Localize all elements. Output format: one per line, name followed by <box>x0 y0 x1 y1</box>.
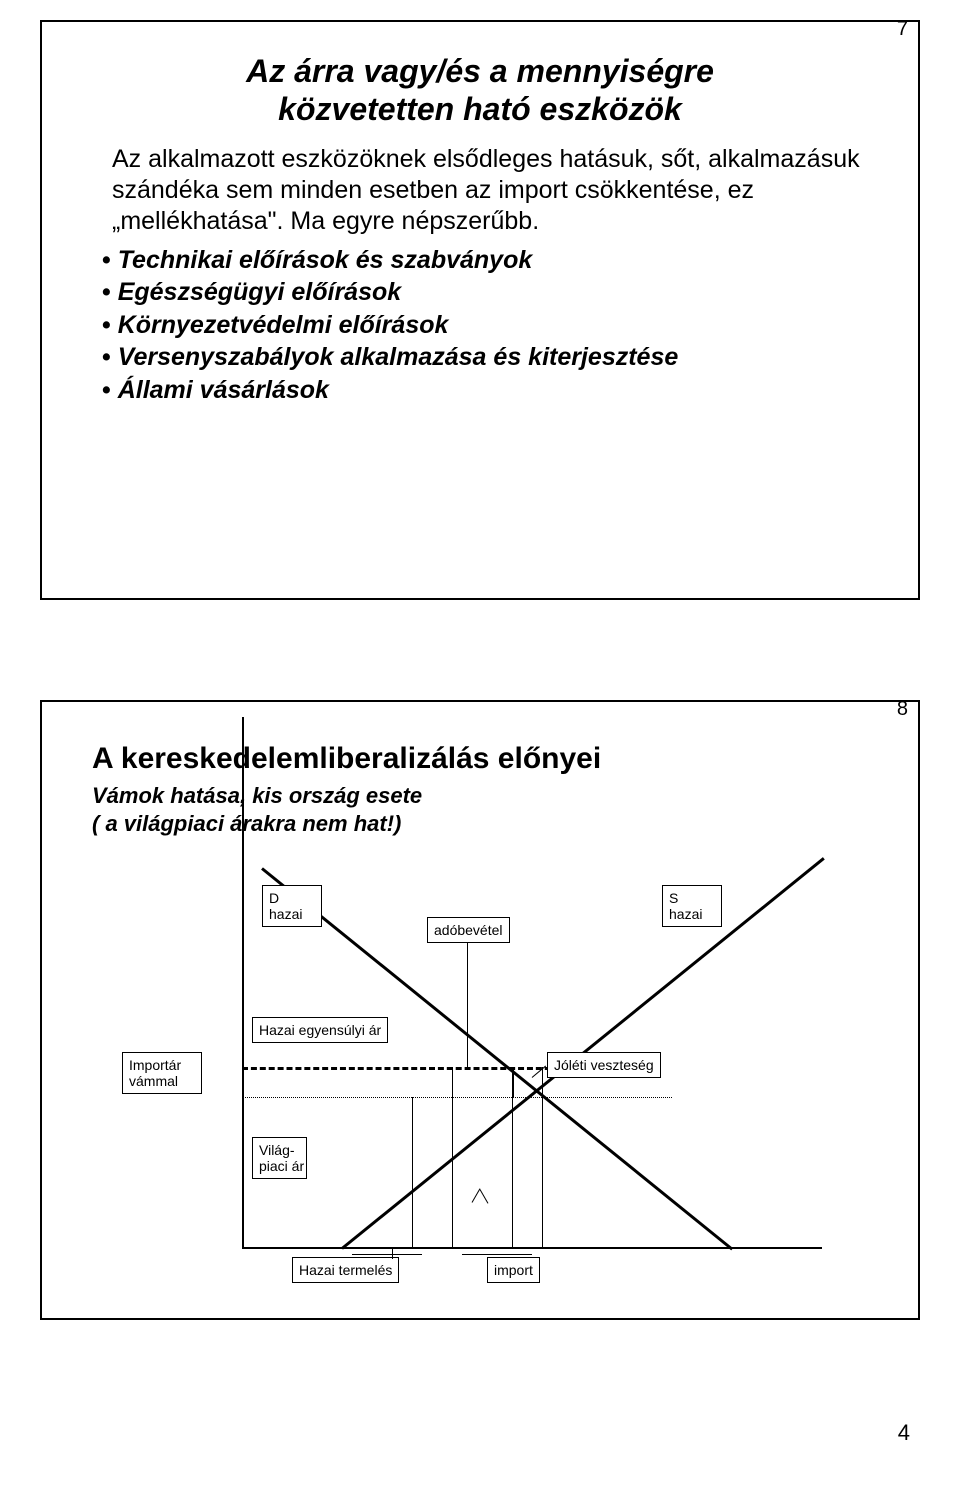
slide7-title: Az árra vagy/és a mennyiségre közvetette… <box>152 52 808 129</box>
supply-demand-chart: D hazai S hazai adóbevétel Hazai egyensú… <box>92 847 852 1277</box>
slide8-sub-line1: Vámok hatása, kis ország esete <box>92 783 422 808</box>
bullet-allami: Állami vásárlások <box>102 374 888 407</box>
slide7-title-line2: közvetetten ható eszközök <box>278 91 682 127</box>
world-price-line <box>242 1097 672 1098</box>
label-hazai-termeles: Hazai termelés <box>292 1257 399 1283</box>
label-s-hazai: S hazai <box>662 885 722 927</box>
pointer-adobevetel <box>467 942 468 1067</box>
bullet-versenyszabalyok: Versenyszabályok alkalmazása és kiterjes… <box>102 341 888 374</box>
bullet-egeszsegugyi: Egészségügyi előírások <box>102 276 888 309</box>
page-number: 4 <box>40 1420 910 1446</box>
label-adobevetel: adóbevétel <box>427 917 510 943</box>
slide-number-8: 8 <box>897 698 908 721</box>
slide7-intro: Az alkalmazott eszközöknek elsődleges ha… <box>112 144 878 238</box>
tax-revenue-rect <box>452 1067 514 1097</box>
label-importar-vammal: Importár vámmal <box>122 1052 202 1094</box>
bullet-technikai: Technikai előírások és szabványok <box>102 244 888 277</box>
slide7-title-line1: Az árra vagy/és a mennyiségre <box>246 53 714 89</box>
label-import: import <box>487 1257 540 1283</box>
x-axis <box>242 1247 822 1249</box>
slide7-bullets: Technikai előírások és szabványok Egészs… <box>102 244 888 407</box>
slide8-subtitle: Vámok hatása, kis ország esete ( a világ… <box>92 782 888 837</box>
pointer-hazai-termeles <box>392 1247 393 1259</box>
label-joleti-veszteseg: Jóléti veszteség <box>547 1052 661 1078</box>
slide-7: 7 Az árra vagy/és a mennyiségre közvetet… <box>40 20 920 600</box>
y-axis <box>242 717 244 1247</box>
q-vline-4 <box>542 1067 543 1247</box>
q-vline-1 <box>412 1097 413 1247</box>
peak-marker-2 <box>480 1189 489 1203</box>
brace-hazai-termeles <box>352 1254 422 1255</box>
slide8-sub-line2: ( a világpiaci árakra nem hat!) <box>92 811 401 836</box>
label-vilagpiaci-ar: Világ- piaci ár <box>252 1137 307 1179</box>
label-hazai-egyensulyi-ar: Hazai egyensúlyi ár <box>252 1017 388 1043</box>
slide8-title: A kereskedelemliberalizálás előnyei <box>92 742 888 776</box>
slide-number-7: 7 <box>897 18 908 41</box>
brace-import <box>462 1254 532 1255</box>
label-d-hazai: D hazai <box>262 885 322 927</box>
slide-8: 8 A kereskedelemliberalizálás előnyei Vá… <box>40 700 920 1320</box>
bullet-kornyezetvedelmi: Környezetvédelmi előírások <box>102 309 888 342</box>
